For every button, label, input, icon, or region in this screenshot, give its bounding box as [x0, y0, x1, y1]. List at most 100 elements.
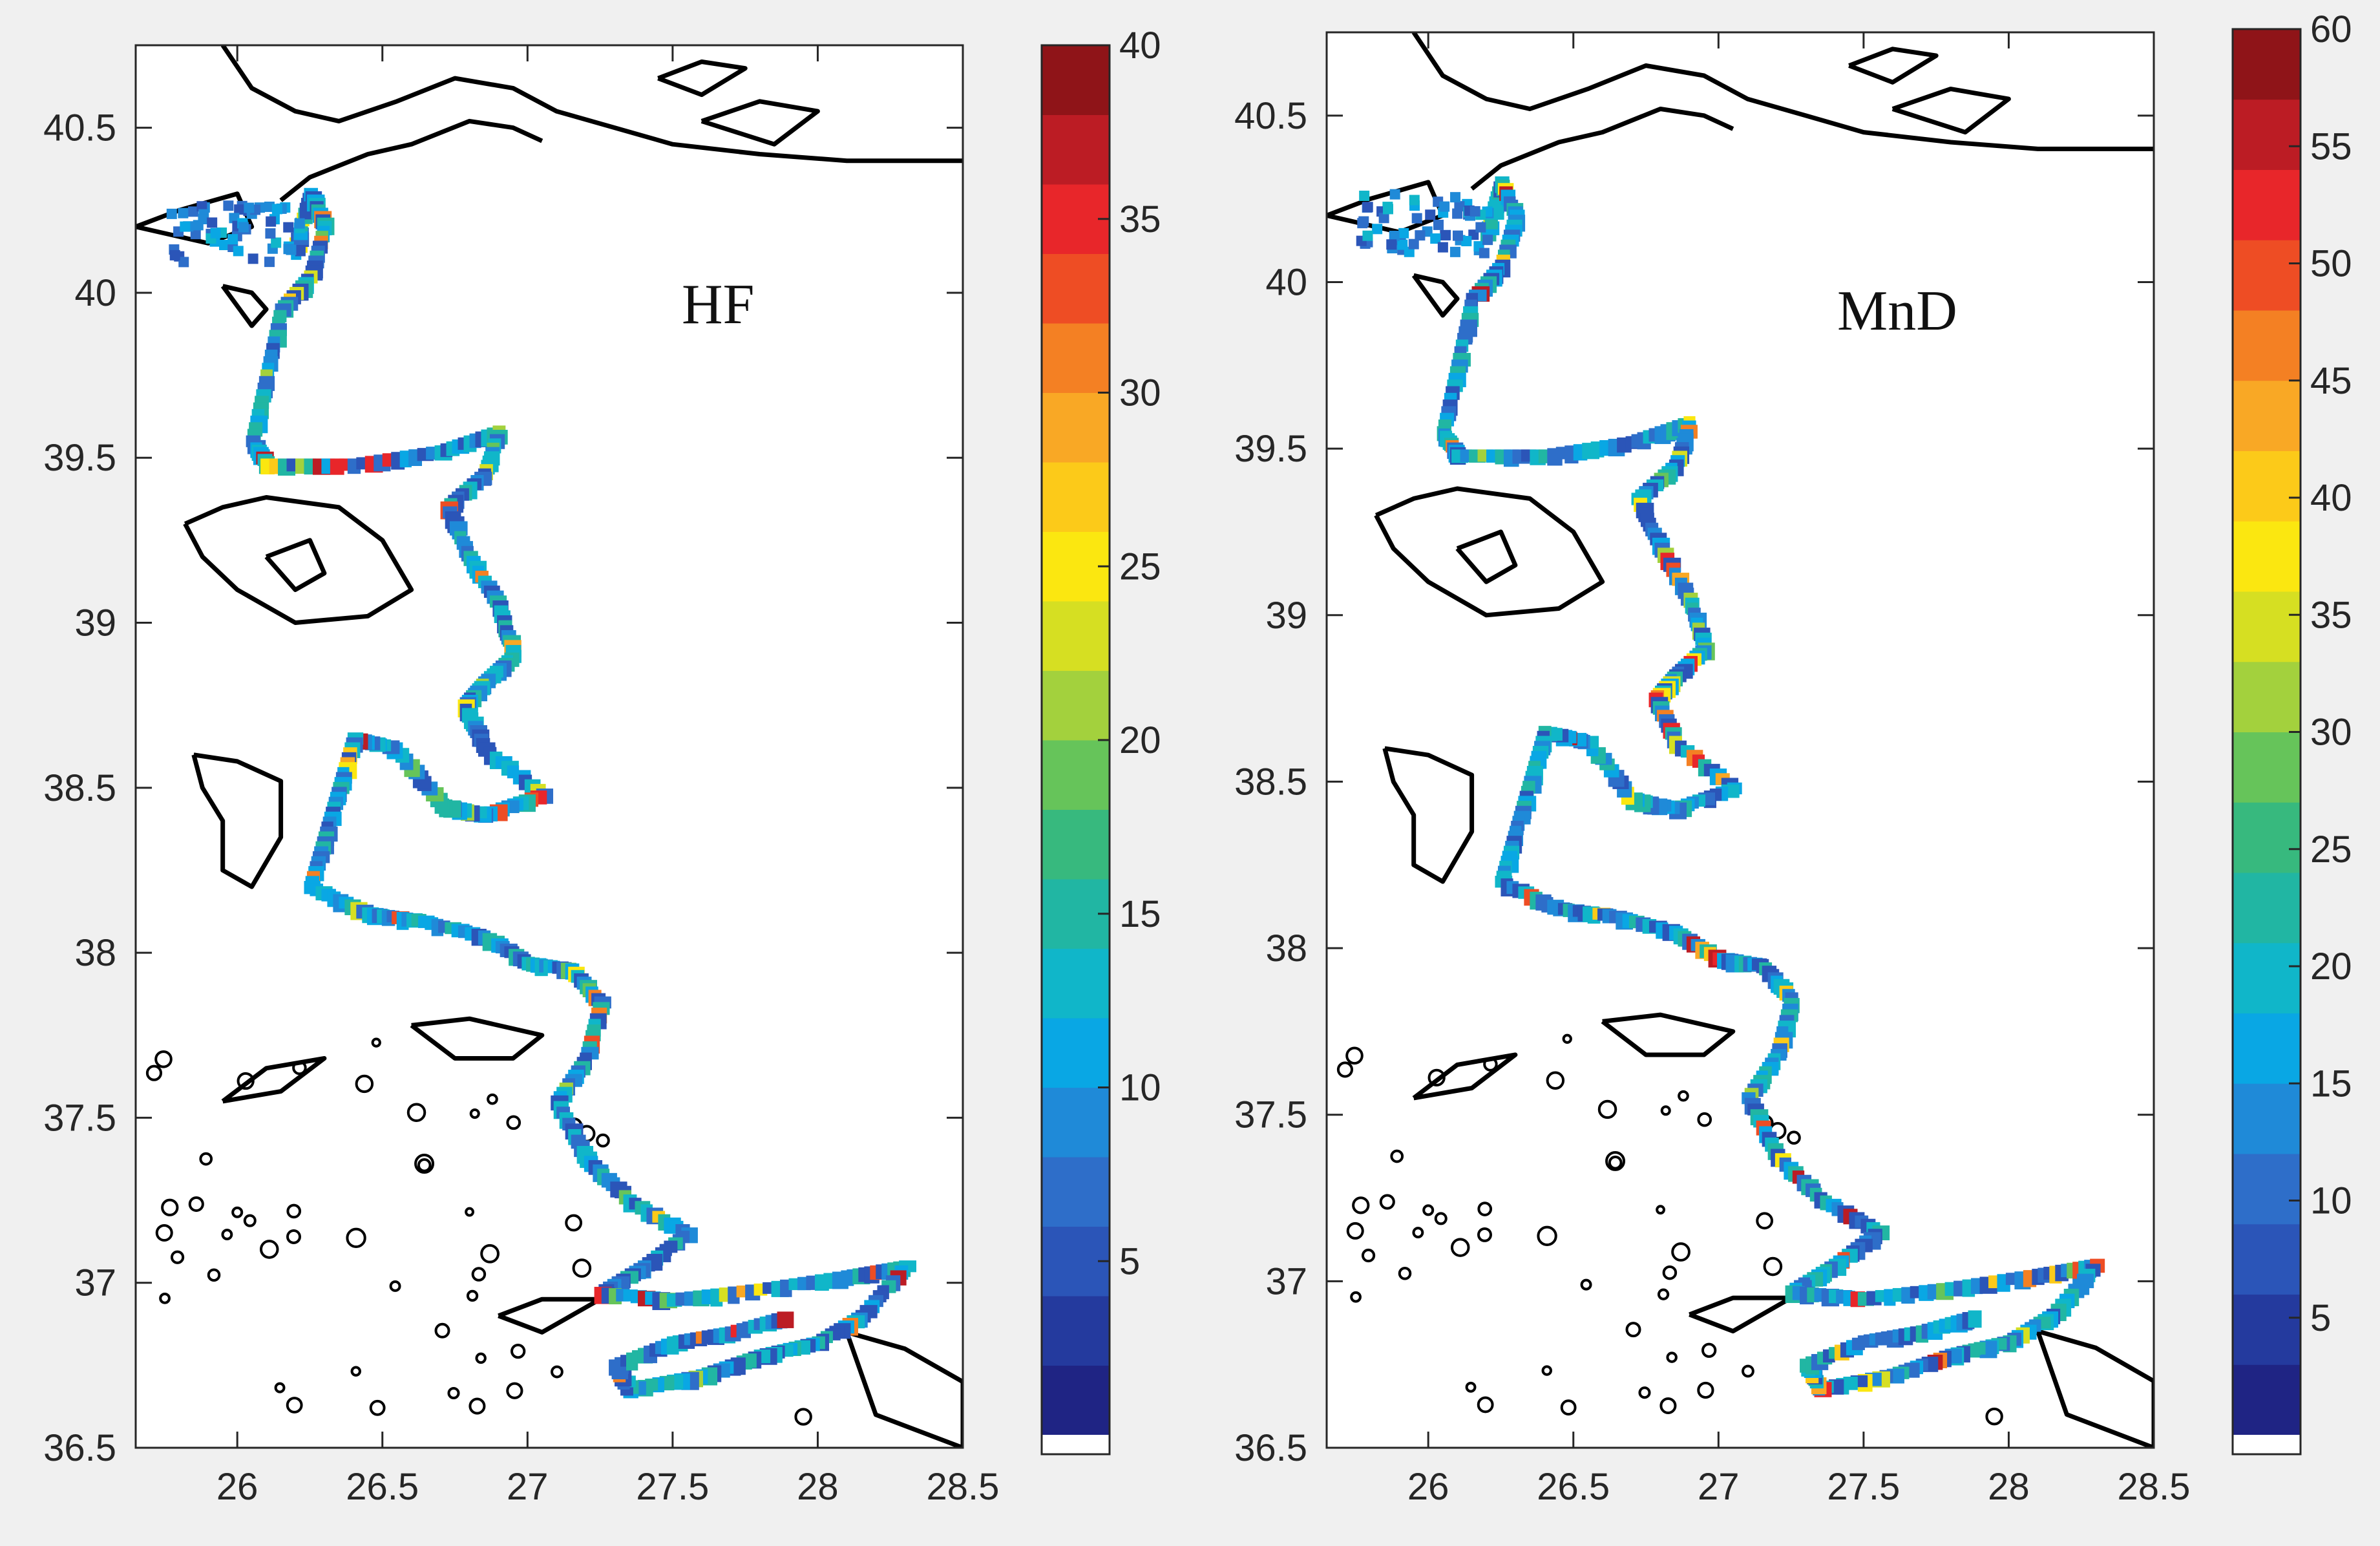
islet-icon	[1756, 1212, 1774, 1230]
field-cell	[1482, 235, 1493, 246]
colorbar-segment	[1042, 670, 1110, 741]
field-cell	[777, 1311, 794, 1328]
field-cell	[180, 221, 191, 232]
colorbar-segment	[1042, 323, 1110, 393]
colorbar-segment	[2233, 732, 2301, 803]
field-cell	[1475, 222, 1486, 233]
islet-icon	[1361, 1248, 1376, 1263]
field-cell	[247, 253, 258, 264]
field-cell	[210, 228, 221, 238]
field-cell	[227, 234, 238, 245]
field-cell	[166, 208, 177, 219]
islet-icon	[371, 1037, 381, 1048]
islet-icon	[1422, 1204, 1435, 1216]
field-cell	[1453, 230, 1464, 241]
field-cell	[1452, 208, 1463, 219]
islet-icon	[794, 1408, 812, 1426]
colorbar-tick-label: 5	[1119, 1240, 1140, 1282]
islet-icon	[1346, 1222, 1364, 1240]
field-cell	[1378, 213, 1389, 224]
colorbar-segment	[2233, 99, 2301, 170]
field-cell	[1479, 248, 1490, 259]
colorbar-segment	[1042, 740, 1110, 810]
y-tick-label: 39	[74, 602, 116, 644]
islet-icon	[1608, 1155, 1623, 1170]
field-cell	[1437, 242, 1448, 253]
field-cell	[196, 201, 207, 212]
x-tick-label: 26.5	[346, 1466, 419, 1508]
colorbar-segment	[2233, 521, 2301, 592]
islet-icon	[1605, 1150, 1626, 1171]
field-cell	[1408, 238, 1419, 249]
field-cell	[1449, 246, 1460, 257]
islet-icon	[1560, 1399, 1577, 1416]
colorbar-tick-label: 20	[1119, 719, 1161, 761]
coastline-lesvos_bay	[1455, 529, 1518, 584]
islet-icon	[1541, 1365, 1552, 1376]
field-cell	[1382, 204, 1393, 215]
field-cell	[1415, 230, 1426, 241]
coastline-mainland	[1411, 32, 2154, 151]
islet-icon	[1427, 1068, 1446, 1086]
islet-icon	[466, 1289, 479, 1302]
x-tick-label: 28.5	[927, 1466, 1000, 1508]
islet-icon	[286, 1397, 303, 1414]
colorbar-segment	[2233, 310, 2301, 381]
colorbar-tick-label: 5	[2310, 1297, 2331, 1339]
islet-icon	[1580, 1278, 1592, 1291]
colorbar-segment	[2233, 942, 2301, 1013]
mnd-map-figure: 26 26.5 27 27.5 28 28.5 36.5 37 37.5 38 38.5 39 39.5…	[1234, 8, 2352, 1508]
field-cell	[1362, 202, 1373, 213]
colorbar-segment	[1042, 1157, 1110, 1227]
islet-icon	[1345, 1046, 1364, 1065]
islet-icon	[1379, 1194, 1395, 1210]
islet-icon	[286, 1203, 302, 1219]
islet-icon	[1657, 1288, 1670, 1300]
field-cell	[219, 240, 230, 251]
islet-icon	[1671, 1242, 1690, 1262]
colorbar-segment	[2233, 1083, 2301, 1154]
field-cell	[1469, 206, 1480, 217]
islet-icon	[471, 1267, 487, 1282]
islet-icon	[480, 1244, 500, 1264]
field-cell	[283, 244, 294, 255]
islet-icon	[170, 1250, 185, 1264]
islet-icon	[1787, 1130, 1801, 1145]
colorbar-segment	[1042, 45, 1110, 115]
field-cell	[178, 207, 189, 218]
field-cell	[178, 257, 189, 268]
field-cell	[1439, 201, 1450, 212]
islet-icon	[465, 1207, 474, 1217]
islet-icon	[596, 1133, 610, 1148]
islet-icon	[1678, 1090, 1689, 1102]
islet-icon	[145, 1064, 163, 1081]
islet-icon	[292, 1060, 307, 1075]
field-cell	[265, 228, 276, 239]
islet-icon	[487, 1093, 498, 1105]
field-cell	[1433, 219, 1444, 230]
coastline-peninsula	[1470, 107, 1734, 191]
colorbar-segment	[2233, 1364, 2301, 1435]
y-tick-label: 39	[1265, 595, 1307, 637]
colorbar-segment	[1042, 1296, 1110, 1366]
field-cell	[1362, 230, 1373, 241]
y-tick-label: 40.5	[43, 107, 116, 149]
y-tick-label: 37	[1265, 1260, 1307, 1302]
colorbar-segment	[1042, 1087, 1110, 1158]
colorbar-tick-label: 30	[2310, 712, 2352, 754]
field-cell	[238, 222, 249, 233]
mnd-colorbar: 5 10 15 20 25 30 35 40 45 50 55 60	[2231, 8, 2352, 1456]
field-cell	[1398, 228, 1409, 238]
islet-icon	[389, 1280, 401, 1292]
y-tick-label: 37	[74, 1262, 116, 1304]
mnd-field-layer	[1356, 176, 2105, 1397]
colorbar-tick-label: 60	[2310, 8, 2352, 50]
coastline-lesvos	[1374, 486, 1605, 618]
colorbar-tick-label: 10	[2310, 1180, 2352, 1222]
islet-icon	[286, 1229, 301, 1244]
islet-icon	[506, 1382, 523, 1399]
islet-icon	[1763, 1256, 1783, 1276]
map-axes-background	[136, 45, 963, 1448]
islet-icon	[1656, 1205, 1665, 1215]
islet-icon	[231, 1206, 244, 1218]
